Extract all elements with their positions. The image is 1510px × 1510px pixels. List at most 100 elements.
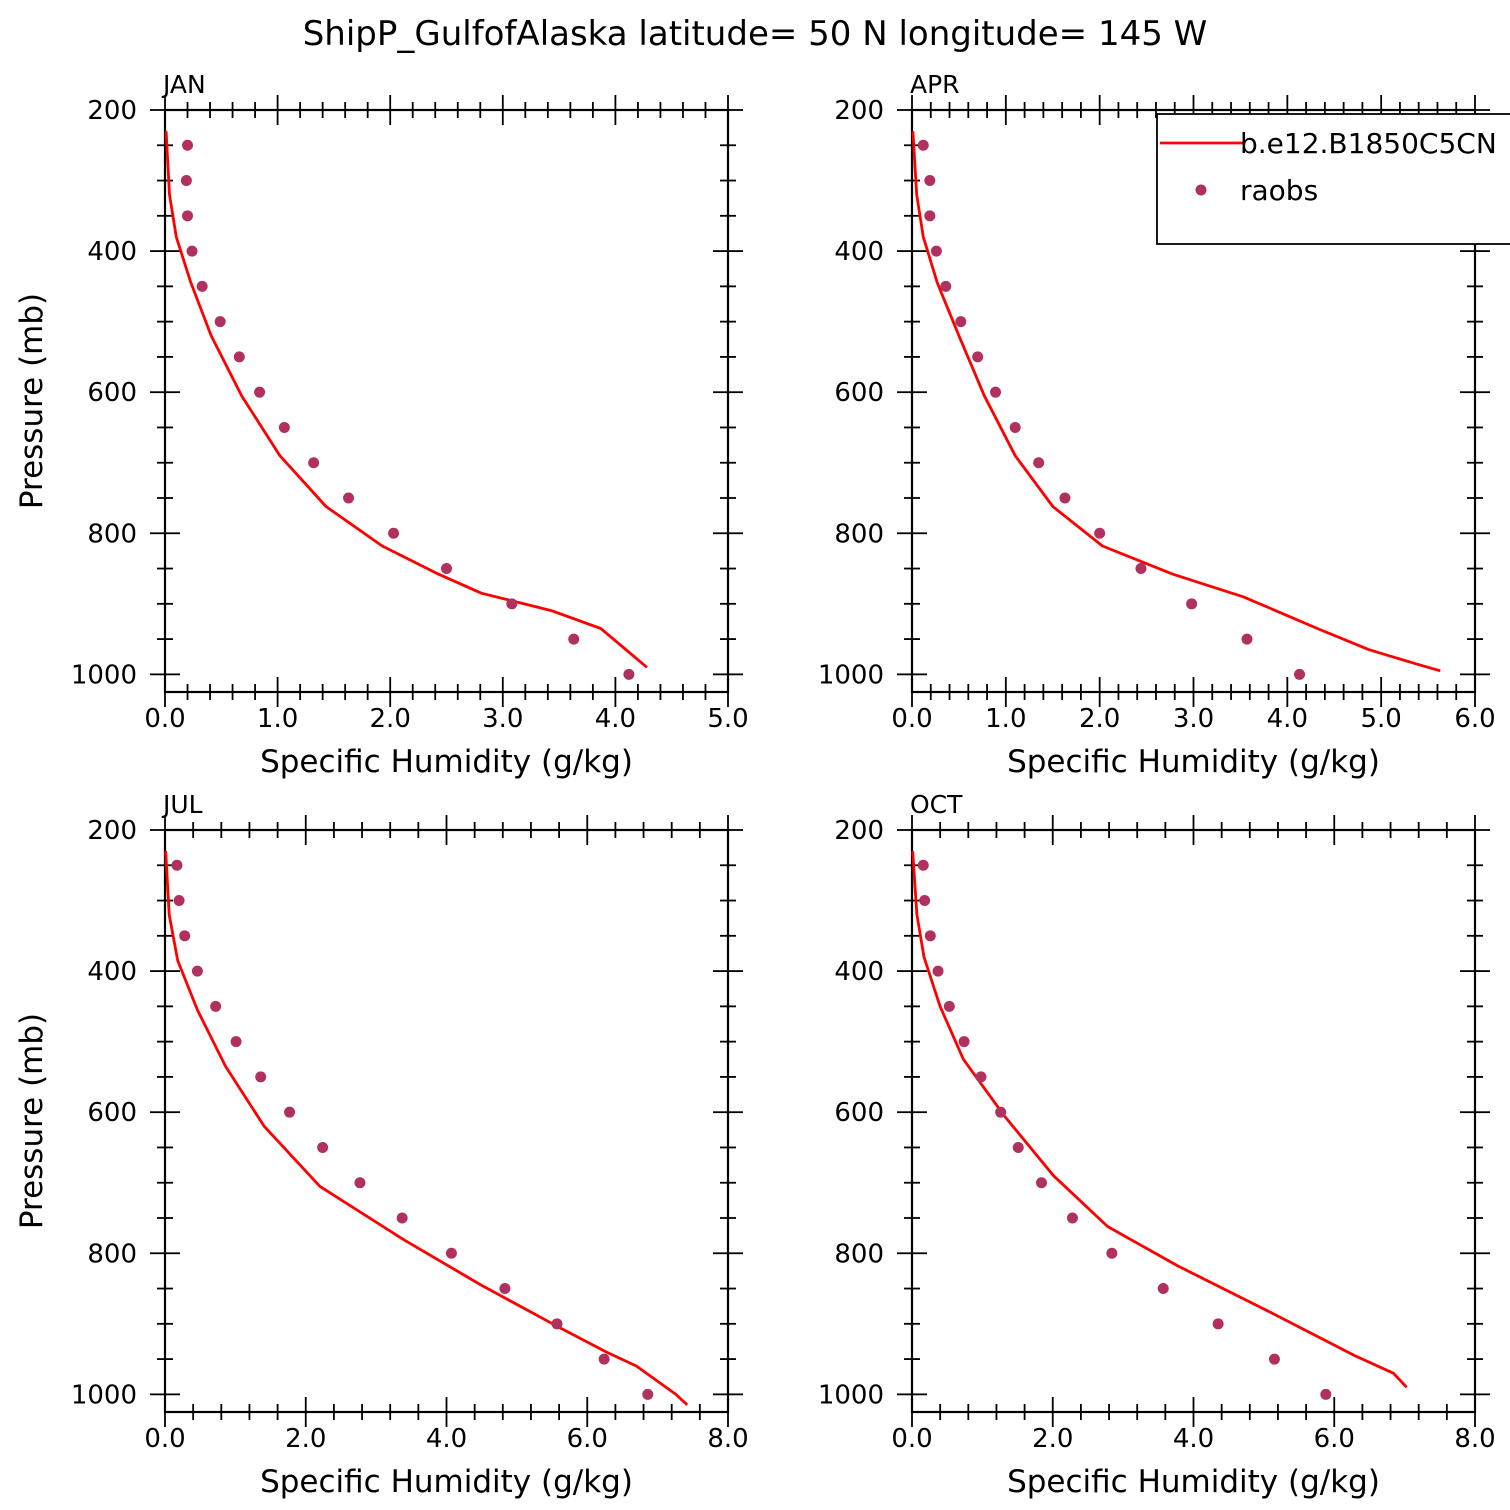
raobs-point [924, 175, 936, 187]
y-tick-label: 800 [834, 1239, 884, 1269]
y-tick-label: 1000 [71, 660, 137, 690]
x-tick-label: 0.0 [891, 1424, 932, 1454]
raobs-point [254, 386, 266, 398]
model-line [164, 851, 689, 1406]
raobs-point [924, 210, 936, 222]
raobs-point [975, 1071, 987, 1083]
y-tick-label: 200 [87, 96, 137, 126]
raobs-point [1012, 1141, 1024, 1153]
raobs-point [995, 1106, 1007, 1118]
x-tick-label: 1.0 [257, 704, 298, 734]
raobs-point [1241, 633, 1253, 645]
x-tick-label: 6.0 [1314, 1424, 1355, 1454]
raobs-point [210, 1000, 222, 1012]
raobs-point [278, 421, 290, 433]
x-tick-label: 2.0 [370, 704, 411, 734]
x-tick-label: 0.0 [144, 704, 185, 734]
x-tick-label: 3.0 [482, 704, 523, 734]
raobs-point [958, 1036, 970, 1048]
y-axis-label: Pressure (mb) [14, 293, 50, 509]
x-axis-label: Specific Humidity (g/kg) [1007, 744, 1380, 780]
raobs-point [441, 563, 452, 575]
x-tick-label: 6.0 [1454, 704, 1495, 734]
raobs-point [917, 859, 929, 871]
raobs-point [1106, 1247, 1118, 1259]
raobs-point [1320, 1388, 1332, 1400]
raobs-point [396, 1212, 408, 1224]
raobs-point [179, 930, 191, 942]
raobs-point [445, 1247, 457, 1259]
legend-label-raobs: raobs [1240, 174, 1318, 207]
raobs-point [930, 245, 942, 257]
x-axis-label: Specific Humidity (g/kg) [1007, 1464, 1380, 1500]
raobs-point [990, 386, 1002, 398]
x-tick-label: 5.0 [1360, 704, 1401, 734]
plot-frame [910, 828, 1477, 1414]
y-tick-label: 800 [87, 1239, 137, 1269]
raobs-point [388, 527, 400, 539]
raobs-point [233, 351, 245, 363]
y-tick-label: 400 [87, 957, 137, 987]
plot-frame [163, 108, 730, 694]
x-axis-label: Specific Humidity (g/kg) [260, 1464, 633, 1500]
y-tick-label: 400 [834, 957, 884, 987]
panel-label: OCT [910, 790, 963, 819]
raobs-point [1212, 1318, 1224, 1330]
panel-label: JAN [161, 70, 206, 99]
raobs-point [343, 492, 355, 504]
raobs-point [940, 280, 952, 292]
raobs-point [1186, 598, 1198, 610]
model-line [911, 131, 1441, 673]
raobs-point [182, 210, 194, 222]
raobs-point [917, 139, 929, 151]
y-tick-label: 600 [87, 378, 137, 408]
panel-label: JUL [161, 790, 203, 819]
raobs-point [1059, 492, 1071, 504]
y-tick-label: 600 [834, 378, 884, 408]
y-tick-label: 1000 [818, 1380, 884, 1410]
raobs-point [182, 139, 194, 151]
raobs-point [642, 1388, 654, 1400]
model-line [911, 851, 1408, 1389]
raobs-point [196, 280, 208, 292]
x-tick-label: 8.0 [707, 1424, 748, 1454]
raobs-point [932, 965, 944, 977]
x-tick-label: 2.0 [285, 1424, 326, 1454]
raobs-point [1294, 668, 1306, 680]
model-line [164, 131, 648, 669]
y-tick-label: 200 [834, 816, 884, 846]
x-tick-label: 5.0 [707, 704, 748, 734]
y-tick-label: 1000 [818, 660, 884, 690]
raobs-point [186, 245, 198, 257]
x-tick-label: 4.0 [1267, 704, 1308, 734]
x-tick-label: 4.0 [595, 704, 636, 734]
raobs-point [551, 1318, 563, 1330]
y-axis-label: Pressure (mb) [14, 1013, 50, 1229]
x-tick-label: 4.0 [426, 1424, 467, 1454]
raobs-point [924, 930, 936, 942]
raobs-point [499, 1283, 511, 1295]
legend-dot-swatch [1195, 184, 1207, 196]
raobs-point [1035, 1177, 1047, 1189]
panel-label: APR [910, 70, 960, 99]
raobs-point [191, 965, 203, 977]
raobs-point [255, 1071, 267, 1083]
raobs-point [1033, 457, 1045, 469]
x-tick-label: 3.0 [1173, 704, 1214, 734]
y-tick-label: 600 [87, 1098, 137, 1128]
y-tick-label: 800 [834, 519, 884, 549]
x-tick-label: 0.0 [891, 704, 932, 734]
raobs-point [943, 1000, 955, 1012]
raobs-point [214, 316, 226, 328]
raobs-point [284, 1106, 296, 1118]
raobs-point [1094, 527, 1106, 539]
raobs-point [171, 859, 183, 871]
y-tick-label: 600 [834, 1098, 884, 1128]
raobs-point [623, 668, 635, 680]
plot-frame [163, 828, 730, 1414]
x-axis-label: Specific Humidity (g/kg) [260, 744, 633, 780]
x-tick-label: 8.0 [1454, 1424, 1495, 1454]
